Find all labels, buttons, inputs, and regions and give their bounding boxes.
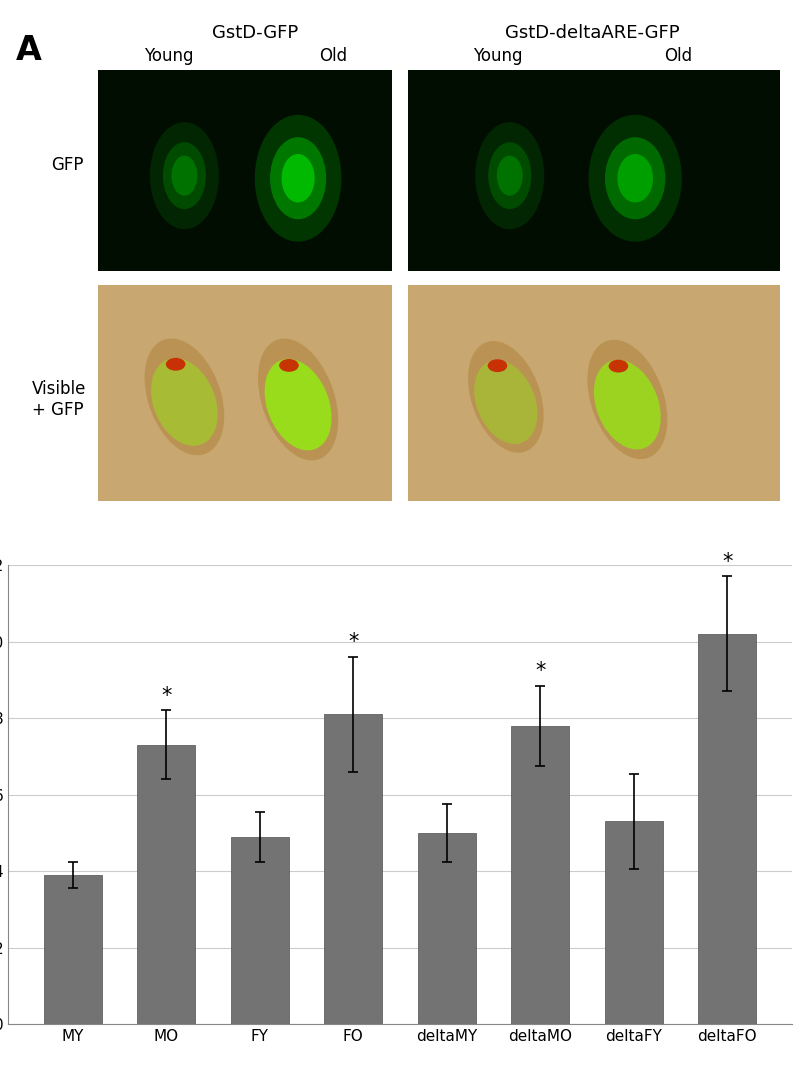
Ellipse shape <box>254 115 342 241</box>
Bar <box>698 634 756 1024</box>
Ellipse shape <box>497 156 522 195</box>
Ellipse shape <box>150 122 219 229</box>
Text: GFP: GFP <box>51 157 84 174</box>
Bar <box>98 70 392 271</box>
Text: Young: Young <box>474 47 522 65</box>
Text: Visible
+ GFP: Visible + GFP <box>31 380 86 419</box>
Ellipse shape <box>618 154 653 203</box>
Ellipse shape <box>594 360 661 449</box>
Ellipse shape <box>587 339 667 459</box>
Ellipse shape <box>282 154 314 203</box>
Text: GstD-deltaARE-GFP: GstD-deltaARE-GFP <box>505 23 679 42</box>
Bar <box>605 822 663 1024</box>
Ellipse shape <box>163 142 206 209</box>
Ellipse shape <box>609 360 628 372</box>
Ellipse shape <box>279 359 298 371</box>
Bar <box>324 714 382 1024</box>
Text: *: * <box>348 633 358 652</box>
Text: A: A <box>16 34 42 67</box>
Ellipse shape <box>151 359 218 446</box>
Ellipse shape <box>589 115 682 241</box>
Bar <box>98 285 392 500</box>
Bar <box>511 726 570 1024</box>
Ellipse shape <box>145 338 224 456</box>
Ellipse shape <box>475 122 544 229</box>
Bar <box>408 70 780 271</box>
Ellipse shape <box>258 338 338 460</box>
Bar <box>408 285 780 500</box>
Ellipse shape <box>166 357 186 370</box>
Text: *: * <box>535 660 546 681</box>
Text: Old: Old <box>664 47 692 65</box>
Ellipse shape <box>171 156 198 195</box>
Text: *: * <box>722 552 733 572</box>
Ellipse shape <box>265 359 331 450</box>
Ellipse shape <box>270 138 326 220</box>
Ellipse shape <box>474 360 538 444</box>
Ellipse shape <box>488 360 507 372</box>
Bar <box>137 745 195 1024</box>
Ellipse shape <box>605 138 666 220</box>
Bar <box>230 837 289 1024</box>
Bar <box>44 875 102 1024</box>
Text: Old: Old <box>319 47 347 65</box>
Text: *: * <box>161 686 171 706</box>
Bar <box>418 833 476 1024</box>
Text: GstD-GFP: GstD-GFP <box>212 23 298 42</box>
Ellipse shape <box>488 142 531 209</box>
Text: Young: Young <box>144 47 194 65</box>
Ellipse shape <box>468 341 544 452</box>
